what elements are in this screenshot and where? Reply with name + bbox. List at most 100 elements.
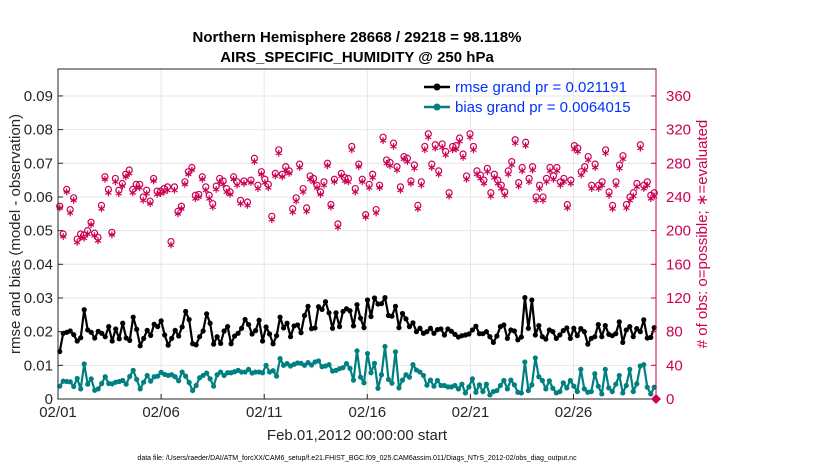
obs-evaluated-stroke xyxy=(445,193,453,199)
obs-evaluated-stroke xyxy=(129,190,136,195)
obs-evaluated-marker xyxy=(205,195,213,203)
obs-evaluated-marker xyxy=(477,175,484,182)
rmse-point xyxy=(305,303,311,309)
bias-point xyxy=(315,358,322,364)
obs-evaluated-stroke xyxy=(101,177,109,182)
y-tick-label-right: 120 xyxy=(666,290,691,307)
obs-evaluated-marker xyxy=(574,148,582,155)
obs-evaluated-marker xyxy=(511,139,519,147)
obs-evaluated-stroke xyxy=(341,178,349,184)
obs-evaluated-stroke xyxy=(122,174,130,179)
obs-evaluated-marker xyxy=(188,166,196,174)
rmse-point xyxy=(127,337,133,344)
obs-evaluated-stroke xyxy=(543,179,550,185)
obs-evaluated-stroke xyxy=(386,163,394,169)
obs-evaluated-marker xyxy=(70,196,77,204)
rmse-point xyxy=(242,316,248,323)
obs-evaluated-marker xyxy=(372,209,380,217)
obs-evaluated-marker xyxy=(282,166,289,174)
bias-point xyxy=(221,372,227,379)
obs-evaluated-stroke xyxy=(226,192,234,197)
obs-evaluated-marker xyxy=(202,186,210,194)
rmse-point xyxy=(487,334,493,340)
rmse-point xyxy=(263,324,269,330)
obs-evaluated-stroke xyxy=(345,179,352,185)
bias-point xyxy=(263,362,269,368)
y-tick-label-left: 0.05 xyxy=(24,223,53,240)
obs-evaluated-marker xyxy=(431,144,439,152)
bias-point xyxy=(134,376,140,383)
rmse-point xyxy=(81,307,87,313)
bias-point xyxy=(641,362,647,368)
rmse-point xyxy=(392,303,399,309)
rmse-point xyxy=(134,326,140,332)
obs-evaluated-stroke xyxy=(310,179,317,185)
obs-evaluated-stroke xyxy=(275,150,283,156)
bias-point xyxy=(127,373,133,380)
bias-point xyxy=(536,374,542,380)
rmse-point xyxy=(620,339,626,346)
rmse-point xyxy=(102,334,108,340)
obs-evaluated-stroke xyxy=(557,182,564,188)
bias-point xyxy=(501,377,507,384)
rmse-series-layer xyxy=(57,295,657,355)
obs-evaluated-marker xyxy=(605,191,613,199)
rmse-point xyxy=(599,334,605,340)
obs-evaluated-stroke xyxy=(66,210,74,216)
bias-point xyxy=(155,373,161,379)
obs-evaluated-stroke xyxy=(115,191,123,196)
obs-evaluated-stroke xyxy=(616,166,623,171)
obs-evaluated-marker xyxy=(630,192,637,200)
obs-evaluated-stroke xyxy=(178,206,185,211)
obs-evaluated-stroke xyxy=(94,238,102,243)
obs-evaluated-marker xyxy=(126,169,133,177)
bias-point xyxy=(350,377,357,383)
obs-evaluated-stroke xyxy=(299,189,307,195)
obs-evaluated-marker xyxy=(376,184,383,192)
obs-evaluated-stroke xyxy=(581,167,588,173)
obs-evaluated-stroke xyxy=(171,188,178,193)
bias-point xyxy=(644,384,650,390)
bias-point xyxy=(543,386,549,392)
obs-evaluated-stroke xyxy=(637,145,644,151)
obs-evaluated-marker xyxy=(258,170,265,178)
obs-evaluated-stroke xyxy=(324,163,331,169)
obs-evaluated-marker xyxy=(199,175,206,183)
bias-point xyxy=(494,387,500,394)
obs-evaluated-marker xyxy=(435,170,442,178)
rmse-point xyxy=(148,332,154,338)
obs-evaluated-stroke xyxy=(303,209,310,214)
x-tick-label: 02/06 xyxy=(142,404,180,421)
rmse-point xyxy=(172,327,178,333)
rmse-point xyxy=(469,327,476,333)
rmse-point xyxy=(357,315,364,321)
obs-evaluated-marker xyxy=(348,146,356,154)
bias-point xyxy=(648,391,654,397)
y-tick-label-left: 0.01 xyxy=(24,357,53,374)
bias-point xyxy=(371,360,378,366)
obs-evaluated-marker xyxy=(261,179,269,187)
obs-evaluated-stroke xyxy=(442,152,449,158)
obs-evaluated-marker xyxy=(560,178,568,186)
obs-evaluated-stroke xyxy=(202,188,210,193)
rmse-point xyxy=(176,333,182,339)
bias-point xyxy=(504,386,510,392)
rmse-point xyxy=(169,335,175,341)
bias-point xyxy=(595,383,601,389)
obs-evaluated-marker xyxy=(640,185,648,192)
rmse-point xyxy=(183,308,189,315)
rmse-point xyxy=(287,334,294,340)
bias-point xyxy=(630,388,636,395)
obs-evaluated-marker xyxy=(167,241,175,249)
obs-evaluated-stroke xyxy=(459,155,467,160)
bias-point xyxy=(452,382,458,389)
rmse-point xyxy=(473,323,479,329)
rmse-point xyxy=(312,325,318,331)
obs-evaluated-stroke xyxy=(174,211,182,217)
rmse-point xyxy=(389,313,395,319)
bias-point xyxy=(550,385,556,391)
bias-point xyxy=(207,376,213,382)
obs-evaluated-marker xyxy=(529,166,536,174)
rmse-point xyxy=(431,330,437,336)
obs-evaluated-marker xyxy=(386,162,394,170)
